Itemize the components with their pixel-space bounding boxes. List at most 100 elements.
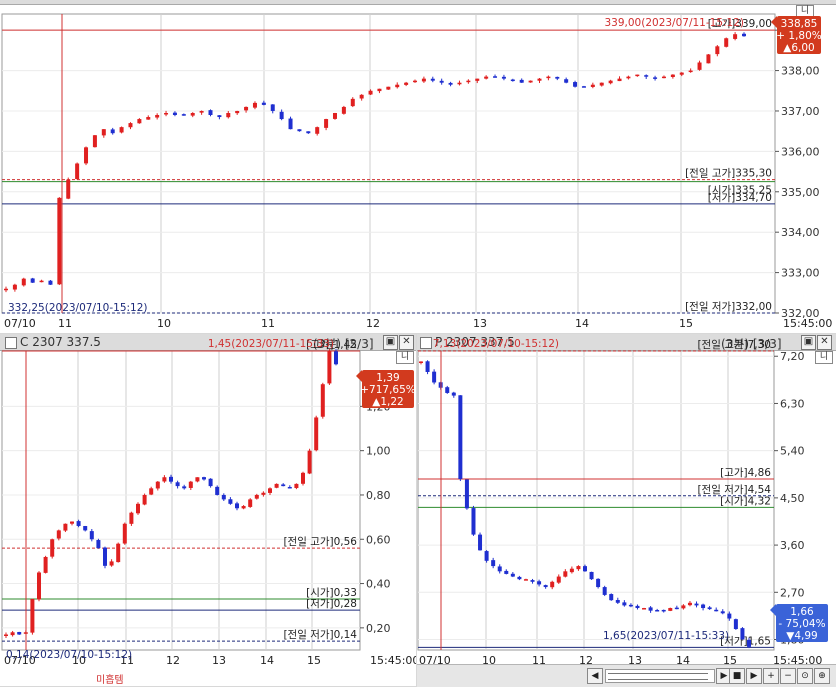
candle-body <box>10 632 15 636</box>
candle-body <box>56 530 61 539</box>
candle-body <box>510 573 515 577</box>
current-price-badge <box>776 604 828 642</box>
candle-body <box>747 639 751 647</box>
play-next-button[interactable]: ▶ <box>746 668 762 684</box>
call-extra-label: 미흡템 <box>96 675 124 686</box>
candle-body <box>208 478 213 487</box>
candle-body <box>70 521 74 524</box>
candle-body <box>688 70 693 73</box>
put-title: P 2307 337.5 <box>435 335 515 349</box>
candle-body <box>30 278 35 283</box>
call-chart-panel[interactable]: C 2307 337.5 (3분) [2/3] ▣ ✕ 니 1,201,000,… <box>0 334 416 664</box>
y-tick-label-5: 334,00 <box>781 226 820 239</box>
candle-body <box>635 74 640 77</box>
put-corner-button[interactable]: 니 <box>815 351 833 364</box>
candle-body <box>89 531 94 540</box>
plot-area <box>1 13 776 314</box>
zoom-fit-icon[interactable]: ⊕ <box>814 668 830 684</box>
put-interval: (3분) [3/3] <box>721 337 782 351</box>
candle-body <box>215 486 220 495</box>
candle-body <box>116 543 121 563</box>
put-maximize-icon[interactable]: ▣ <box>801 335 816 350</box>
candle-body <box>208 110 213 116</box>
scroll-left-button[interactable]: ◀ <box>587 668 603 684</box>
scroll-thumb[interactable] <box>608 673 708 680</box>
candle-body <box>589 571 594 580</box>
put-select-checkbox[interactable] <box>420 337 432 349</box>
candle-body <box>294 483 299 489</box>
candle-body <box>694 603 699 606</box>
candle-body <box>368 90 373 95</box>
max-price-annotation: 7,13(2023/07/10-15:12) <box>433 338 559 350</box>
candle-body <box>674 607 679 610</box>
candle-body <box>484 551 489 561</box>
current-price-badge <box>777 16 821 54</box>
call-close-icon[interactable]: ✕ <box>399 335 414 350</box>
bottom-toolbar: ◀ ▶ ◀ ■ ▶ + − ⊙ ⊕ <box>417 664 836 687</box>
x-tick-label-2: 11 <box>120 654 134 664</box>
candle-body <box>297 129 302 132</box>
candle-body <box>439 80 444 83</box>
level-label-prev-low: [전일 저가]4,54 <box>697 483 771 496</box>
call-corner-button[interactable]: 니 <box>396 351 414 364</box>
x-tick-label-2: 10 <box>157 317 171 330</box>
candle-body <box>523 579 528 581</box>
call-interval: (3분) [2/3] <box>313 337 374 351</box>
put-close-icon[interactable]: ✕ <box>817 335 832 350</box>
level-label-open: [시가]4,32 <box>720 495 771 507</box>
x-tick-label-0: 07/10 <box>4 317 36 330</box>
candle-body <box>142 494 147 505</box>
candle-body <box>50 539 55 557</box>
candle-body <box>48 280 53 285</box>
candle-body <box>235 503 239 509</box>
futures-chart-panel[interactable]: 니 339,00338,00337,00336,00335,00334,0033… <box>0 0 836 333</box>
candle-body <box>66 179 71 199</box>
candle-body <box>21 278 26 286</box>
min-price-annotation: 332,25(2023/07/10-15:12) <box>8 302 148 314</box>
futures-candlestick-chart[interactable]: 339,00338,00337,00336,00335,00334,00333,… <box>0 0 836 333</box>
badge-line-1: +717,65% <box>360 384 416 396</box>
level-label-prev-low: [전일 저가]0,14 <box>283 628 357 641</box>
candle-body <box>445 387 450 393</box>
candle-body <box>742 33 746 37</box>
level-label-prev-high: [전일 고가]7,30 <box>697 338 771 351</box>
candle-body <box>188 481 193 488</box>
call-select-checkbox[interactable] <box>5 337 17 349</box>
badge-pointer <box>356 370 362 382</box>
y-tick-label-5: 0,20 <box>366 622 391 635</box>
candle-body <box>136 503 140 514</box>
candle-body <box>30 599 35 633</box>
put-chart-panel[interactable]: P 2307 337.5 (3분) [3/3] ▣ ✕ 니 7,20 6,30 5,… <box>417 334 836 664</box>
candle-body <box>432 371 437 383</box>
put-candlestick-chart[interactable]: 7,206,305,404,503,602,701,8007/101011121… <box>417 334 836 664</box>
candle-body <box>563 571 568 577</box>
candle-body <box>569 568 574 573</box>
candle-body <box>377 88 382 92</box>
x-tick-label-6: 15 <box>307 654 321 664</box>
candle-body <box>4 634 8 636</box>
candle-body <box>733 34 738 39</box>
zoom-reset-icon[interactable]: ⊙ <box>797 668 813 684</box>
candle-body <box>404 82 409 85</box>
x-tick-label-1: 10 <box>72 654 86 664</box>
candle-body <box>701 604 706 609</box>
y-tick-label-4: 335,00 <box>781 186 820 199</box>
call-candlestick-chart[interactable]: 1,201,000,800,600,400,2007/1010111213141… <box>0 334 416 664</box>
zoom-in-icon[interactable]: + <box>763 668 779 684</box>
candle-body <box>164 112 169 115</box>
y-tick-label-0: 7,20 <box>780 350 805 363</box>
candle-body <box>202 477 206 480</box>
zoom-out-icon[interactable]: − <box>780 668 796 684</box>
x-tick-label-1: 10 <box>482 654 496 664</box>
level-label-prev-low: [전일 저가]332,00 <box>685 300 772 313</box>
candle-body <box>419 361 423 363</box>
call-title: C 2307 337.5 <box>20 335 101 349</box>
y-tick-label-1: 6,30 <box>780 397 805 410</box>
x-tick-label-4: 13 <box>212 654 226 664</box>
scroll-track[interactable] <box>605 669 715 683</box>
candle-body <box>517 576 522 580</box>
candle-body <box>617 78 622 82</box>
stop-button[interactable]: ■ <box>729 668 745 684</box>
candle-body <box>697 62 702 70</box>
call-maximize-icon[interactable]: ▣ <box>383 335 398 350</box>
